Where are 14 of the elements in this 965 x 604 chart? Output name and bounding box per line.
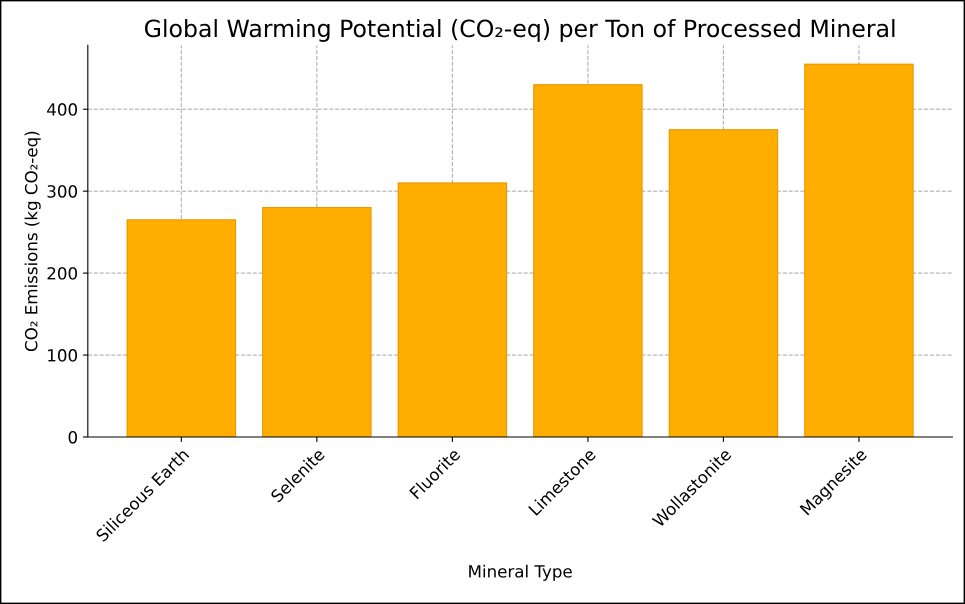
y-tick-label: 100 (48, 349, 77, 362)
y-tick-label: 300 (48, 185, 77, 198)
y-tick-label: 0 (68, 430, 77, 444)
bar (533, 84, 643, 437)
bar (126, 219, 236, 437)
y-tick-label: 400 (47, 103, 77, 116)
bar (398, 182, 508, 437)
y-tick-label: 200 (48, 267, 77, 280)
bar (804, 64, 914, 437)
bar (668, 129, 778, 437)
x-axis-title: Mineral Type (469, 564, 572, 581)
bar (262, 206, 372, 437)
chart-title: Global Warming Potential (CO₂-eq) per Ton of Processed Mineral (145, 19, 894, 42)
y-axis-title: CO₂ Emissions (kg CO₂-eq) (24, 132, 41, 352)
